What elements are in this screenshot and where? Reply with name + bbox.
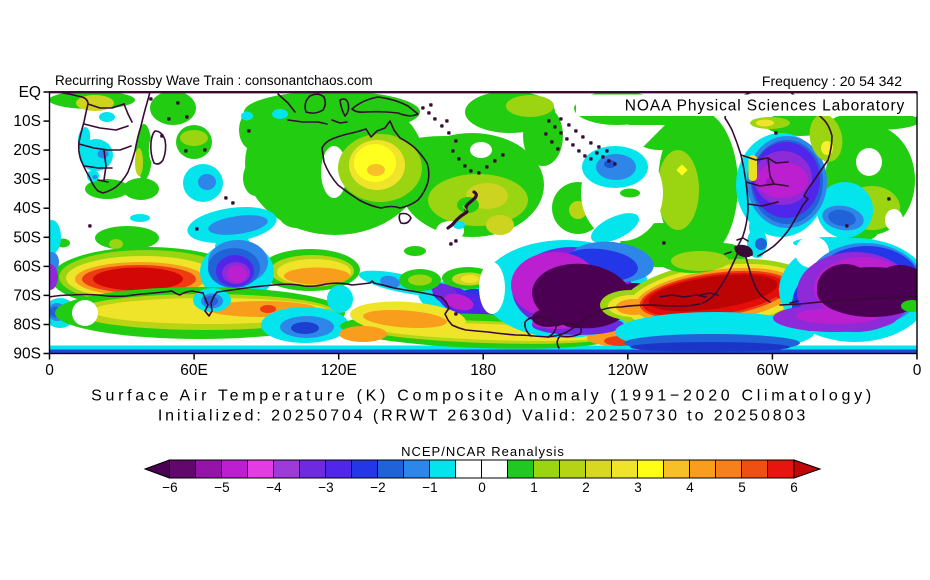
svg-text:0: 0 bbox=[45, 362, 54, 379]
svg-text:30S: 30S bbox=[13, 171, 41, 188]
svg-text:Recurring Rossby Wave Train :: Recurring Rossby Wave Train : consonantc… bbox=[55, 73, 373, 88]
svg-text:Surface Air Temperature (K) Co: Surface Air Temperature (K) Composite An… bbox=[91, 388, 875, 405]
svg-text:3: 3 bbox=[634, 480, 642, 495]
svg-text:NCEP/NCAR Reanalysis: NCEP/NCAR Reanalysis bbox=[401, 444, 565, 459]
svg-text:60S: 60S bbox=[13, 258, 41, 275]
svg-text:−4: −4 bbox=[266, 480, 282, 495]
svg-text:90S: 90S bbox=[13, 346, 41, 363]
svg-text:60E: 60E bbox=[180, 362, 208, 379]
svg-text:5: 5 bbox=[738, 480, 746, 495]
svg-text:60W: 60W bbox=[756, 362, 788, 379]
svg-text:50S: 50S bbox=[13, 229, 41, 246]
svg-text:1: 1 bbox=[530, 480, 538, 495]
svg-text:−5: −5 bbox=[214, 480, 229, 495]
svg-text:10S: 10S bbox=[13, 113, 41, 130]
svg-text:NOAA Physical Sciences Laborat: NOAA Physical Sciences Laboratory bbox=[625, 98, 905, 115]
svg-text:20S: 20S bbox=[13, 142, 41, 159]
svg-text:180: 180 bbox=[470, 362, 496, 379]
svg-text:Frequency : 20 54 342: Frequency : 20 54 342 bbox=[762, 73, 902, 89]
svg-text:2: 2 bbox=[582, 480, 590, 495]
svg-text:120W: 120W bbox=[608, 362, 649, 379]
svg-text:6: 6 bbox=[790, 480, 798, 495]
svg-text:40S: 40S bbox=[13, 200, 41, 217]
svg-text:0: 0 bbox=[913, 362, 922, 379]
svg-text:EQ: EQ bbox=[19, 84, 41, 101]
svg-text:4: 4 bbox=[686, 480, 694, 495]
svg-text:70S: 70S bbox=[13, 287, 41, 304]
svg-text:−6: −6 bbox=[162, 480, 177, 495]
svg-text:80S: 80S bbox=[13, 317, 41, 334]
svg-text:Initialized: 20250704 (RRWT 26: Initialized: 20250704 (RRWT 2630d) Valid… bbox=[158, 408, 808, 425]
svg-text:−1: −1 bbox=[422, 480, 437, 495]
svg-text:120E: 120E bbox=[321, 362, 357, 379]
svg-text:−2: −2 bbox=[370, 480, 385, 495]
svg-text:0: 0 bbox=[478, 480, 486, 495]
svg-text:−3: −3 bbox=[318, 480, 333, 495]
